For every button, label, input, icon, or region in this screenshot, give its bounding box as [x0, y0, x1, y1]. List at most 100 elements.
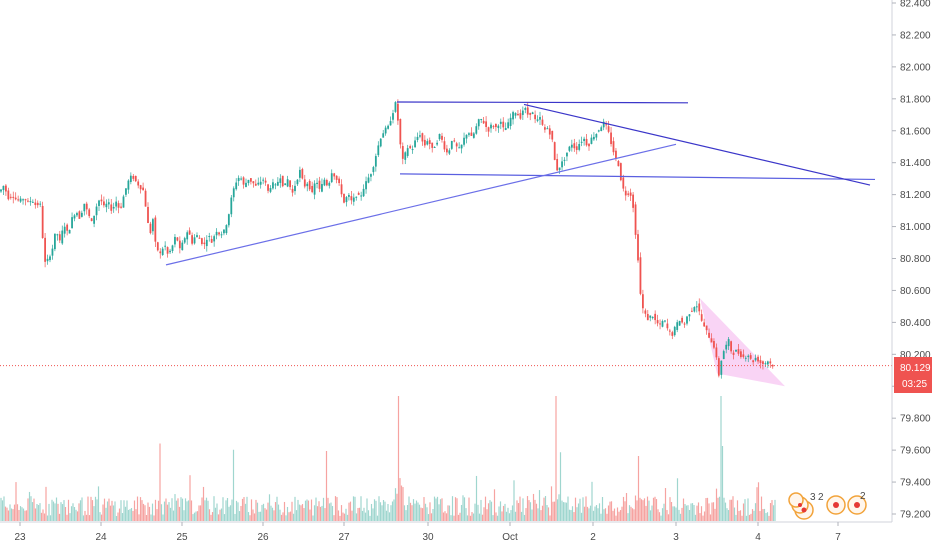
- candle-body: [144, 190, 147, 207]
- x-tick-label: 27: [338, 532, 350, 543]
- candle-body: [98, 200, 100, 206]
- volume-bar: [448, 505, 451, 521]
- candle-body: [651, 316, 654, 319]
- volume-bar: [243, 497, 245, 521]
- candle-body: [134, 175, 137, 182]
- volume-bar: [352, 496, 355, 521]
- volume-bar: [285, 515, 287, 521]
- candle-body: [585, 138, 588, 146]
- volume-bar: [561, 500, 563, 521]
- trendline-rising-support[interactable]: [165, 143, 677, 266]
- volume-bar: [508, 513, 511, 521]
- candle-body: [742, 354, 745, 357]
- candle-body: [495, 123, 497, 128]
- candle-body: [401, 146, 404, 159]
- volume-bar: [126, 500, 128, 521]
- y-tick-label: 82.200: [900, 30, 931, 41]
- volume-bar: [505, 511, 508, 521]
- candle-body: [93, 215, 95, 224]
- event-marker-group-3[interactable]: 2: [847, 491, 867, 515]
- volume-bar: [451, 496, 454, 521]
- candle-body: [159, 251, 162, 254]
- candle-body: [426, 141, 429, 145]
- volume-bar: [553, 501, 556, 521]
- candle-body: [597, 130, 600, 132]
- volume-bar: [189, 475, 191, 521]
- volume-bar: [492, 515, 494, 521]
- volume-bar: [514, 511, 517, 521]
- candle-body: [708, 332, 710, 338]
- volume-bar: [610, 501, 613, 521]
- candle-body: [198, 237, 201, 239]
- volume-bar: [387, 503, 389, 521]
- volume-bar: [187, 500, 190, 521]
- volume-bar: [373, 499, 376, 521]
- volume-bar: [120, 500, 122, 521]
- candle-body: [367, 177, 370, 183]
- candle-body: [637, 234, 639, 261]
- candle-body: [664, 320, 666, 322]
- candle-body: [602, 121, 605, 128]
- volume-bar: [289, 511, 292, 521]
- volume-bar: [376, 515, 379, 521]
- y-tick-label: 79.600: [900, 446, 931, 457]
- volume-bar: [687, 505, 689, 521]
- candle-body: [499, 121, 502, 124]
- x-axis[interactable]: 23 24 25 26 27 30 Oct 2 3 4 7: [0, 521, 892, 543]
- event-marker-group-2[interactable]: [826, 495, 846, 515]
- trendlines[interactable]: [165, 101, 876, 266]
- volume-bar: [625, 493, 628, 521]
- volume-bar: [235, 500, 238, 521]
- volume-bar: [312, 515, 314, 521]
- candle-body: [536, 119, 539, 121]
- candle-body: [654, 313, 657, 321]
- y-axis[interactable]: 79.20079.40079.60079.80080.00080.20080.4…: [891, 0, 932, 522]
- candle-body: [196, 235, 198, 238]
- candle-body: [308, 180, 311, 190]
- volume-bar: [631, 508, 634, 521]
- volume-bar: [651, 505, 653, 521]
- candle-body: [105, 203, 108, 208]
- trendline-upper-horizontal[interactable]: [396, 101, 689, 104]
- volume-bar: [271, 507, 274, 521]
- volume-bar: [517, 503, 520, 521]
- volume-bar: [315, 497, 317, 521]
- volume-bar: [252, 509, 254, 521]
- volume-bar: [756, 487, 758, 521]
- event-marker-group-1[interactable]: 3 2: [788, 492, 824, 520]
- candle-body: [615, 150, 617, 159]
- candle-body: [607, 126, 610, 132]
- volume-bar: [757, 482, 760, 521]
- volume-bar: [366, 498, 368, 521]
- volume-bar: [6, 507, 8, 521]
- volume-bar: [694, 514, 697, 521]
- volume-bar: [729, 499, 731, 521]
- candle-body: [188, 230, 191, 235]
- volume-bar: [211, 512, 214, 521]
- candle-body: [63, 226, 66, 234]
- trendline-falling-resistance[interactable]: [523, 103, 871, 186]
- trendline-lower-horizontal[interactable]: [399, 173, 876, 181]
- candle-body: [477, 119, 480, 127]
- volume-bar: [195, 511, 197, 521]
- volume-bar: [319, 506, 322, 521]
- candle-body: [164, 245, 167, 247]
- volume-bar: [49, 515, 52, 521]
- candle-body: [431, 142, 434, 148]
- candle-body: [208, 236, 211, 238]
- volume-bar: [69, 513, 71, 521]
- volume-bar: [304, 500, 307, 521]
- candle-body: [14, 197, 17, 200]
- volume-bar: [745, 515, 748, 521]
- y-tick-label: 80.200: [900, 350, 931, 361]
- event-markers[interactable]: 3 2 2: [788, 491, 867, 520]
- candle-body: [720, 360, 723, 375]
- candle-body: [441, 135, 443, 140]
- volume-bar: [112, 505, 115, 521]
- candle-body: [19, 198, 22, 202]
- volume-bar: [771, 500, 773, 521]
- candle-body: [318, 180, 321, 189]
- price-badge-value: 80.129: [900, 363, 931, 374]
- volume-bar: [738, 510, 740, 521]
